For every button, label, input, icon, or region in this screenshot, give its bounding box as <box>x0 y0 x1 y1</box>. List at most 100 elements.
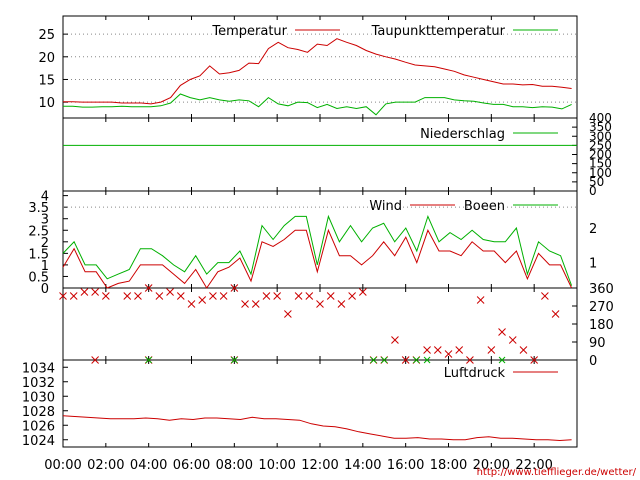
x-tick-label: 08:00 <box>216 458 253 473</box>
direction-point <box>358 288 367 296</box>
series-line-luftdruck <box>62 415 572 442</box>
y-tick-label: 1030 <box>22 390 55 405</box>
y-tick-label: 15 <box>38 73 55 88</box>
direction-marker <box>230 356 238 364</box>
y-tick-label: 1034 <box>22 361 55 376</box>
source-url-link[interactable]: http://www.tiefflieger.de/wetter/ <box>477 467 637 478</box>
direction-point <box>530 356 539 364</box>
direction-point <box>337 300 346 308</box>
x-tick-label: 10:00 <box>258 458 295 473</box>
direction-point <box>123 292 132 300</box>
direction-point <box>294 292 303 300</box>
direction-point <box>69 292 78 300</box>
direction-marker <box>413 356 420 364</box>
legend-taupunkttemperatur: Taupunkttemperatur <box>371 24 506 39</box>
chart-panels <box>62 15 578 448</box>
y-tick-label-right: 270 <box>589 300 614 315</box>
y-tick-label-right: 250 <box>589 138 612 152</box>
y-tick-label-right: 180 <box>589 318 614 333</box>
y-tick-label-right: 90 <box>589 336 606 351</box>
y-tick-label: 2.5 <box>28 224 49 239</box>
x-tick-label: 14:00 <box>344 458 381 473</box>
direction-point <box>134 292 142 300</box>
y-tick-label-right: 200 <box>589 148 612 162</box>
legend-wind: Wind <box>369 199 402 214</box>
legend-boeen: Boeen <box>464 199 505 214</box>
direction-point <box>423 346 431 354</box>
y-tick-label: 4 <box>41 190 49 205</box>
direction-point <box>262 292 271 300</box>
y-tick-label: 1026 <box>22 419 55 434</box>
direction-point <box>144 284 153 292</box>
series-line-wind <box>62 228 573 289</box>
direction-point <box>187 300 196 308</box>
legend-niederschlag: Niederschlag <box>420 127 505 142</box>
x-tick-label: 04:00 <box>130 458 167 473</box>
x-tick-label: 22:00 <box>515 458 552 473</box>
direction-point <box>476 296 485 304</box>
y-tick-label-right: 300 <box>589 129 612 143</box>
direction-point <box>251 300 260 308</box>
direction-point <box>326 292 335 300</box>
y-tick-label-right: 0 <box>589 184 597 198</box>
direction-point <box>219 292 228 300</box>
series-line-temperatur <box>63 38 572 105</box>
x-tick-label: 18:00 <box>430 458 467 473</box>
direction-marker <box>370 356 377 364</box>
x-tick-label: 20:00 <box>473 458 510 473</box>
direction-point <box>551 310 560 318</box>
direction-point <box>541 292 549 300</box>
direction-point <box>80 288 89 296</box>
y-tick-label: 10 <box>38 96 55 111</box>
direction-marker <box>498 356 506 364</box>
y-tick-label-right: 150 <box>589 157 612 171</box>
series-line-taupunkttemperatur <box>63 93 572 116</box>
x-tick-label: 00:00 <box>44 458 81 473</box>
direction-point <box>466 356 474 364</box>
series-line-boeen <box>62 214 573 286</box>
y-tick-label: 0 <box>41 282 49 297</box>
legend-luftdruck: Luftdruck <box>444 366 506 381</box>
y-tick-label-right: 2 <box>589 222 597 237</box>
y-tick-label-right: 360 <box>589 282 614 297</box>
y-tick-label: 20 <box>38 51 55 66</box>
direction-point <box>241 300 249 308</box>
direction-point <box>391 336 399 344</box>
direction-marker <box>423 356 431 364</box>
direction-point <box>284 310 292 318</box>
y-tick-label: 1024 <box>22 434 55 449</box>
direction-point <box>209 292 217 300</box>
y-tick-label: 1 <box>41 259 49 274</box>
direction-point <box>444 350 453 358</box>
x-tick-label: 06:00 <box>173 458 210 473</box>
y-tick-label-right: 1 <box>589 257 597 272</box>
direction-marker <box>380 356 388 364</box>
direction-point <box>455 346 464 354</box>
x-tick-label: 16:00 <box>387 458 424 473</box>
direction-point <box>498 328 506 336</box>
direction-point <box>59 292 67 300</box>
direction-point <box>166 288 174 296</box>
y-tick-label: 2 <box>41 236 49 251</box>
direction-point <box>91 356 99 364</box>
direction-point <box>519 346 528 354</box>
y-tick-label-right: 50 <box>589 175 604 189</box>
direction-point <box>155 292 164 300</box>
legend-temperatur: Temperatur <box>211 24 287 39</box>
x-tick-label: 12:00 <box>301 458 338 473</box>
direction-point <box>273 292 282 300</box>
direction-point <box>230 284 239 292</box>
direction-point <box>433 346 442 354</box>
chart-marks <box>59 38 577 442</box>
y-tick-label-right: 350 <box>589 120 612 134</box>
direction-point <box>101 292 110 300</box>
direction-point <box>401 356 410 364</box>
direction-marker <box>145 356 153 364</box>
y-tick-label: 0.5 <box>28 270 49 285</box>
direction-point <box>176 292 185 300</box>
direction-point <box>508 336 517 344</box>
y-tick-label-right: 100 <box>589 166 612 180</box>
y-tick-label: 3.5 <box>28 201 49 216</box>
y-tick-label-right: 0 <box>589 354 597 369</box>
